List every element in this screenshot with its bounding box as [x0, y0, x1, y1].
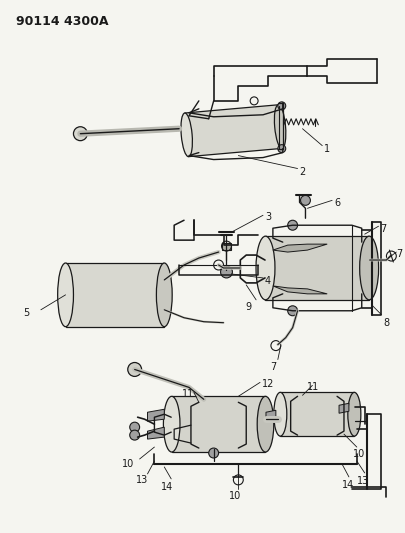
Text: 2: 2 [300, 166, 306, 176]
Text: 10: 10 [122, 459, 134, 469]
Circle shape [221, 266, 232, 278]
Circle shape [73, 127, 87, 141]
Polygon shape [172, 397, 266, 452]
Ellipse shape [348, 392, 361, 436]
Text: 3: 3 [265, 212, 271, 222]
Ellipse shape [156, 263, 172, 327]
Polygon shape [66, 263, 164, 327]
Text: 8: 8 [384, 318, 390, 328]
Text: 90114 4300A: 90114 4300A [16, 15, 109, 28]
Text: 5: 5 [23, 308, 29, 318]
Text: 10: 10 [353, 449, 365, 459]
Polygon shape [266, 410, 276, 421]
Polygon shape [147, 427, 164, 439]
Ellipse shape [58, 263, 73, 327]
Ellipse shape [360, 236, 379, 300]
Text: 6: 6 [334, 198, 340, 208]
Text: 7: 7 [381, 224, 387, 234]
Text: 9: 9 [245, 302, 252, 312]
Circle shape [288, 220, 298, 230]
Circle shape [130, 422, 140, 432]
Text: 1: 1 [324, 144, 330, 154]
Circle shape [209, 448, 219, 458]
Text: 13: 13 [136, 475, 148, 485]
Polygon shape [273, 244, 327, 252]
Text: 7: 7 [396, 249, 403, 259]
Polygon shape [273, 286, 327, 294]
Circle shape [130, 430, 140, 440]
Polygon shape [185, 105, 282, 157]
Text: 14: 14 [161, 482, 174, 492]
Polygon shape [147, 409, 164, 421]
Ellipse shape [256, 236, 275, 300]
Text: 11: 11 [307, 382, 320, 392]
Circle shape [301, 196, 310, 205]
Text: 14: 14 [342, 480, 354, 490]
Polygon shape [280, 392, 354, 436]
Circle shape [128, 362, 142, 376]
Ellipse shape [163, 397, 180, 452]
Ellipse shape [274, 392, 287, 436]
Text: 10: 10 [228, 491, 241, 501]
Text: 11: 11 [182, 389, 194, 399]
Circle shape [288, 306, 298, 316]
Ellipse shape [257, 397, 274, 452]
Circle shape [278, 102, 286, 110]
Ellipse shape [274, 105, 286, 148]
Text: 4: 4 [265, 276, 271, 286]
Ellipse shape [181, 113, 192, 157]
Circle shape [278, 144, 286, 152]
Text: 12: 12 [262, 379, 275, 390]
Text: 7: 7 [270, 361, 276, 372]
Polygon shape [222, 243, 231, 250]
Text: 13: 13 [357, 476, 369, 486]
Polygon shape [339, 403, 349, 413]
Polygon shape [266, 236, 369, 300]
